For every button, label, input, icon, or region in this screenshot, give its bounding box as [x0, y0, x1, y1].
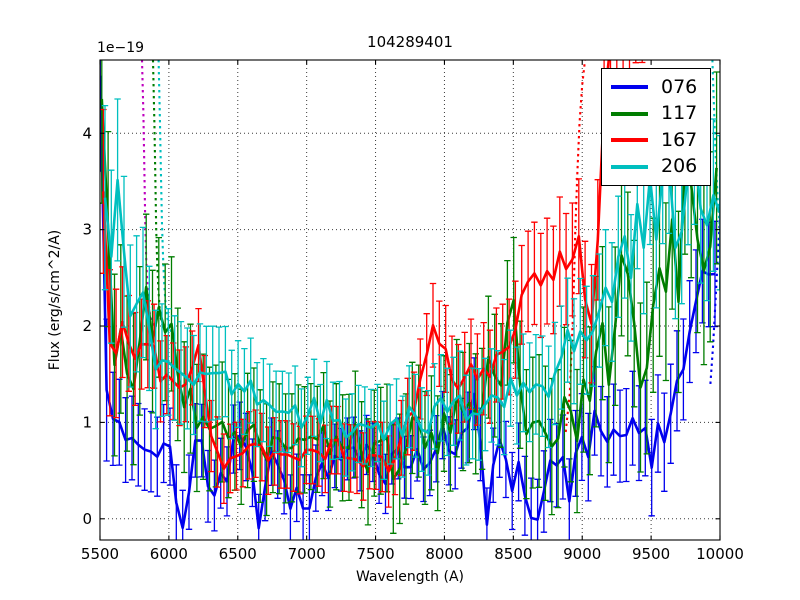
- y-tick-label: 2: [82, 317, 92, 335]
- x-tick-label: 7000: [288, 545, 326, 563]
- legend-item-167: 167: [611, 128, 701, 151]
- legend-line-cyan: [611, 164, 648, 169]
- legend-line-green: [611, 111, 648, 116]
- x-tick-label: 7500: [356, 545, 394, 563]
- x-tick-label: 8000: [425, 545, 463, 563]
- x-tick-label: 9500: [632, 545, 670, 563]
- y-axis-label: Flux (erg/s/cm^2/A): [47, 229, 63, 371]
- plot-title: 104289401: [367, 33, 453, 51]
- series-layer: [100, 60, 720, 540]
- axes-spines: [99, 59, 721, 541]
- legend-item-206: 206: [611, 157, 701, 176]
- tick-marks: [99, 60, 721, 540]
- y-tick-label: 1: [82, 413, 92, 431]
- x-tick-label: 8500: [494, 545, 532, 563]
- y-tick-label: 3: [82, 221, 92, 239]
- legend-item-117: 117: [611, 104, 701, 123]
- x-tick-label: 10000: [696, 545, 744, 563]
- legend-label: 117: [661, 102, 698, 125]
- dotted-curve-template-cyan: [157, 60, 176, 339]
- x-axis-label: Wavelength (A): [355, 569, 464, 585]
- legend-label: 076: [661, 75, 698, 98]
- x-tick-label: 5500: [81, 545, 119, 563]
- series-206-line: [103, 149, 720, 442]
- legend-box: 076 117 167 206: [601, 68, 711, 186]
- legend-label: 206: [661, 155, 698, 178]
- legend-item-076: 076: [611, 75, 701, 98]
- legend-line-red: [611, 138, 648, 143]
- y-tick-label: 4: [82, 124, 92, 142]
- x-tick-label: 9000: [563, 545, 601, 563]
- y-tick-label: 0: [82, 510, 92, 528]
- x-tick-label: 6000: [150, 545, 188, 563]
- x-tick-label: 6500: [219, 545, 257, 563]
- legend-label: 167: [661, 128, 698, 151]
- y-axis-offset-label: 1e−19: [97, 40, 145, 56]
- tick-labels: 5500 6000 6500 7000 7500 8000 8500 9000 9500 1000…: [81, 124, 744, 563]
- legend-line-blue: [611, 85, 648, 90]
